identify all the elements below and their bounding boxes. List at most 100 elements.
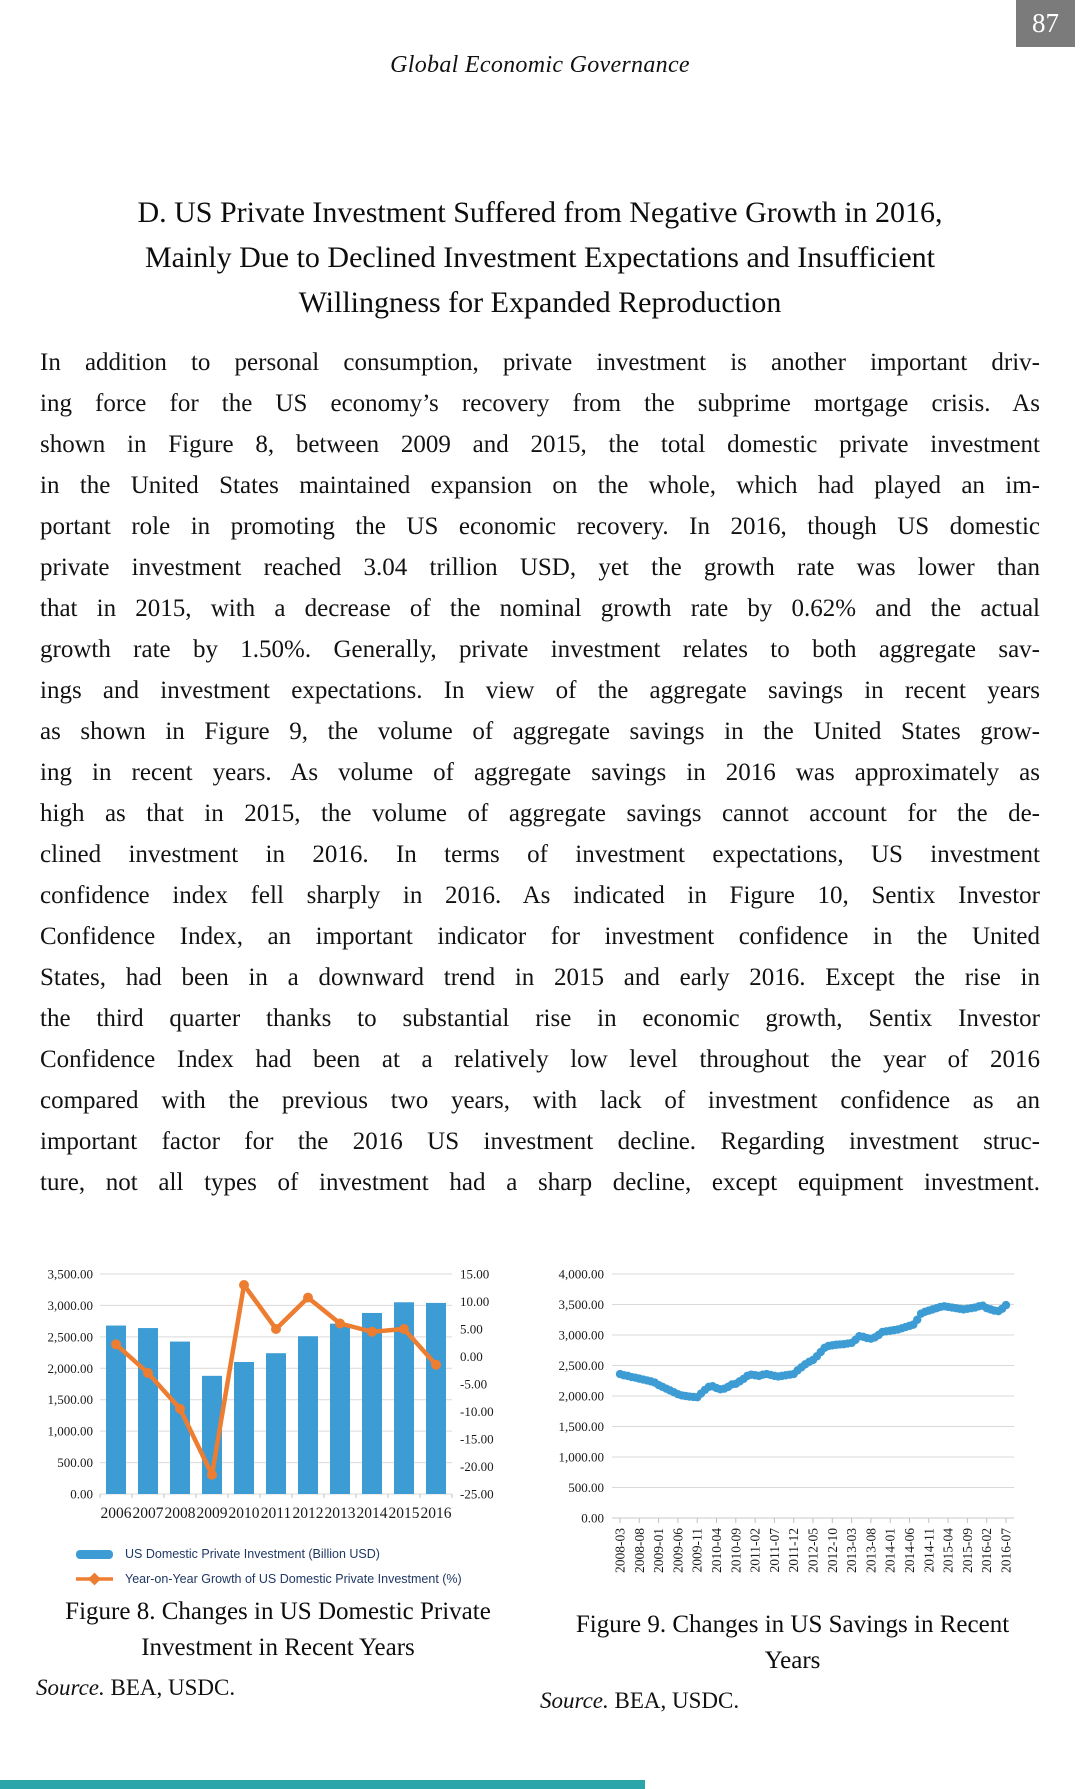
svg-text:5.00: 5.00: [460, 1322, 483, 1337]
svg-text:2013: 2013: [325, 1505, 356, 1522]
svg-text:2014-11: 2014-11: [921, 1528, 936, 1573]
body-line: shown in Figure 8, between 2009 and 2015…: [40, 431, 1040, 458]
svg-text:0.00: 0.00: [581, 1511, 604, 1526]
svg-text:2012-05: 2012-05: [806, 1528, 821, 1573]
body-line: as shown in Figure 9, the volume of aggr…: [40, 718, 1040, 745]
body-line: in the United States maintained expansio…: [40, 472, 1040, 499]
figure8-legend: US Domestic Private Investment (Billion …: [76, 1547, 520, 1586]
figure9-caption-line-2: Years: [764, 1647, 821, 1674]
svg-text:2016-02: 2016-02: [979, 1528, 994, 1573]
svg-text:2015-09: 2015-09: [960, 1528, 975, 1573]
body-line: compared with the previous two years, wi…: [40, 1087, 1040, 1114]
svg-text:2010-04: 2010-04: [709, 1528, 724, 1573]
line-diamond-swatch-icon: [76, 1572, 113, 1586]
svg-text:2006: 2006: [101, 1505, 132, 1522]
svg-text:-15.00: -15.00: [460, 1432, 494, 1447]
figure-9: 4,000.00 3,500.00 3,000.00 2,500.00 2,000.00…: [540, 1258, 1045, 1714]
svg-text:1,500.00: 1,500.00: [48, 1392, 94, 1407]
svg-text:3,500.00: 3,500.00: [48, 1267, 94, 1282]
svg-text:2010-09: 2010-09: [728, 1528, 743, 1573]
footer-accent-bar: [0, 1780, 645, 1789]
svg-text:2015-04: 2015-04: [941, 1528, 956, 1573]
svg-text:3,500.00: 3,500.00: [559, 1297, 605, 1312]
body-line: ing in recent years. As volume of aggreg…: [40, 759, 1040, 786]
svg-text:2,500.00: 2,500.00: [559, 1358, 605, 1373]
body-line: private investment reached 3.04 trillion…: [40, 554, 1040, 581]
figure9-source-label: Source.: [540, 1688, 609, 1713]
figure9-caption-line-1: Figure 9. Changes in US Savings in Recen…: [575, 1611, 1010, 1638]
figure8-source-text: BEA, USDC.: [110, 1675, 236, 1700]
body-line: that in 2015, with a decrease of the nom…: [40, 595, 1040, 622]
figure-8: 3,500.00 3,000.00 2,500.00 2,000.00 1,500.00…: [36, 1258, 520, 1701]
figure8-caption: Figure 8. Changes in US Domestic Private…: [36, 1594, 520, 1666]
svg-text:3,000.00: 3,000.00: [48, 1298, 94, 1313]
svg-text:2008: 2008: [165, 1505, 196, 1522]
svg-text:0.00: 0.00: [70, 1487, 93, 1502]
svg-text:4,000.00: 4,000.00: [559, 1267, 605, 1282]
svg-text:10.00: 10.00: [460, 1294, 489, 1309]
legend-label-growth: Year-on-Year Growth of US Domestic Priva…: [125, 1572, 462, 1586]
figure9-source: Source. BEA, USDC.: [540, 1688, 1045, 1714]
svg-text:2008-08: 2008-08: [632, 1528, 647, 1573]
body-line: States, had been in a downward trend in …: [40, 964, 1040, 991]
svg-text:2014: 2014: [357, 1505, 388, 1522]
svg-text:-5.00: -5.00: [460, 1377, 487, 1392]
figures-row: 3,500.00 3,000.00 2,500.00 2,000.00 1,500.00…: [0, 1258, 1080, 1728]
svg-text:1,500.00: 1,500.00: [559, 1419, 605, 1434]
svg-text:-25.00: -25.00: [460, 1487, 494, 1502]
svg-text:2012: 2012: [293, 1505, 324, 1522]
svg-text:-10.00: -10.00: [460, 1404, 494, 1419]
figure9-line-chart: 4,000.00 3,500.00 3,000.00 2,500.00 2,000.00…: [559, 1267, 1014, 1573]
svg-text:2,000.00: 2,000.00: [559, 1389, 605, 1404]
body-line: Confidence Index had been at a relativel…: [40, 1046, 1040, 1073]
svg-text:2010: 2010: [229, 1505, 260, 1522]
svg-text:2009-01: 2009-01: [651, 1528, 666, 1573]
figure8-caption-line-2: Investment in Recent Years: [141, 1634, 415, 1661]
body-line: ings and investment expectations. In vie…: [40, 677, 1040, 704]
svg-text:2012-10: 2012-10: [825, 1528, 840, 1573]
heading-line-3: Willingness for Expanded Reproduction: [298, 286, 782, 319]
svg-text:1,000.00: 1,000.00: [48, 1424, 94, 1439]
svg-text:2011-12: 2011-12: [786, 1528, 801, 1573]
svg-text:-20.00: -20.00: [460, 1459, 494, 1474]
figure8-source: Source. BEA, USDC.: [36, 1675, 520, 1701]
svg-text:15.00: 15.00: [460, 1267, 489, 1282]
heading-line-2: Mainly Due to Declined Investment Expect…: [144, 241, 936, 274]
svg-text:2,000.00: 2,000.00: [48, 1361, 94, 1376]
body-line: clined investment in 2016. In terms of i…: [40, 841, 1040, 868]
body-line: confidence index fell sharply in 2016. A…: [40, 882, 1040, 909]
body-line: important factor for the 2016 US investm…: [40, 1128, 1040, 1155]
legend-item-growth: Year-on-Year Growth of US Domestic Priva…: [76, 1572, 520, 1586]
section-heading: D. US Private Investment Suffered from N…: [55, 190, 1025, 325]
svg-text:2007: 2007: [133, 1505, 164, 1522]
svg-text:2013-03: 2013-03: [844, 1528, 859, 1573]
figure8-combo-chart: 3,500.00 3,000.00 2,500.00 2,000.00 1,500.00…: [48, 1267, 494, 1523]
body-line: ture, not all types of investment had a …: [40, 1169, 1040, 1196]
svg-text:2009-11: 2009-11: [690, 1528, 705, 1573]
svg-text:2014-01: 2014-01: [883, 1528, 898, 1573]
body-line: the third quarter thanks to substantial …: [40, 1005, 1040, 1032]
svg-text:2011-07: 2011-07: [767, 1528, 782, 1573]
svg-text:1,000.00: 1,000.00: [559, 1450, 605, 1465]
figure8-caption-line-1: Figure 8. Changes in US Domestic Private: [65, 1598, 491, 1625]
body-line: portant role in promoting the US economi…: [40, 513, 1040, 540]
svg-text:2015: 2015: [389, 1505, 420, 1522]
svg-text:2,500.00: 2,500.00: [48, 1329, 94, 1344]
figure8-source-label: Source.: [36, 1675, 105, 1700]
svg-text:2011-02: 2011-02: [748, 1528, 763, 1573]
svg-text:3,000.00: 3,000.00: [559, 1328, 605, 1343]
body-paragraph: In addition to personal consumption, pri…: [40, 342, 1040, 1203]
svg-text:0.00: 0.00: [460, 1349, 483, 1364]
running-header: Global Economic Governance: [390, 52, 690, 78]
svg-text:500.00: 500.00: [568, 1480, 604, 1495]
legend-label-investment: US Domestic Private Investment (Billion …: [125, 1547, 380, 1561]
figure9-caption: Figure 9. Changes in US Savings in Recen…: [540, 1607, 1045, 1679]
svg-text:2016: 2016: [421, 1505, 452, 1522]
svg-text:2016-07: 2016-07: [999, 1528, 1014, 1573]
figure9-source-text: BEA, USDC.: [614, 1688, 740, 1713]
svg-text:2011: 2011: [261, 1505, 291, 1522]
body-line: high as that in 2015, the volume of aggr…: [40, 800, 1040, 827]
svg-text:2013-08: 2013-08: [863, 1528, 878, 1573]
body-line: ing force for the US economy’s recovery …: [40, 390, 1040, 417]
